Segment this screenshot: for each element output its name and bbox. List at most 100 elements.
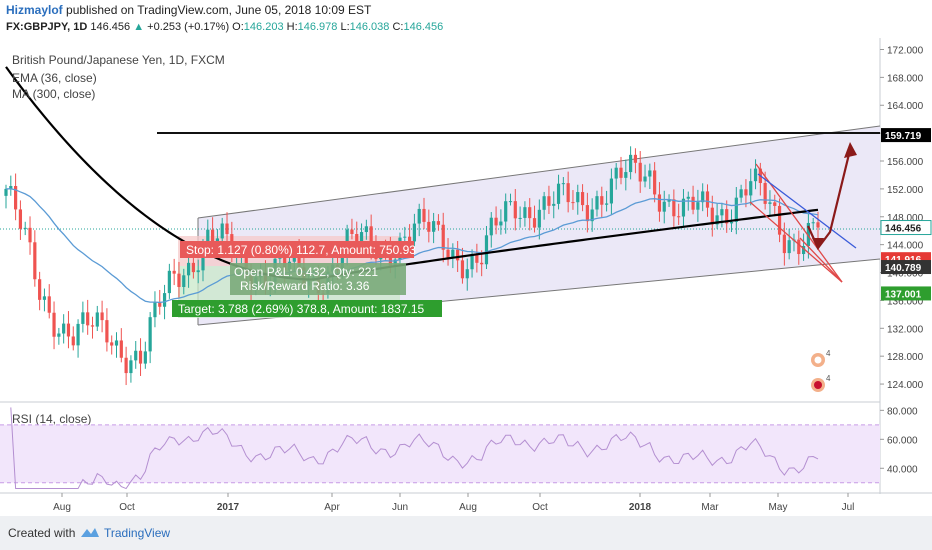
price-tick-label: 136.000 (887, 296, 924, 307)
candle-body (782, 234, 786, 254)
candle-body (528, 207, 532, 219)
candle-body (480, 262, 484, 265)
candle-body (412, 223, 417, 242)
up-arrow-head-icon (844, 142, 857, 158)
open-value: 146.203 (243, 21, 284, 33)
ma-line (5, 66, 819, 281)
candle-body (614, 167, 618, 179)
candle-body (90, 325, 95, 327)
ma-legend[interactable]: MA (300, close) (12, 87, 95, 101)
candle-body (211, 229, 215, 242)
candle-body (182, 275, 186, 287)
candle-body (624, 172, 628, 178)
chart-area[interactable]: Stop: 1.127 (0.80%) 112.7, Amount: 750.9… (0, 38, 932, 516)
uk-flag-icon[interactable]: 4 (811, 374, 831, 392)
candle-body (744, 189, 748, 196)
candle-body (432, 221, 436, 232)
time-tick-label: Aug (459, 502, 477, 513)
rsi-legend[interactable]: RSI (14, close) (12, 412, 91, 426)
candle-body (100, 312, 104, 321)
created-with-text: Created with (8, 526, 76, 540)
candle-body (62, 323, 66, 334)
candle-body (542, 196, 546, 210)
time-axis[interactable]: Aug Oct 2017 Apr Jun Aug Oct 2018 Mar May Jul (53, 493, 854, 513)
candle-body (513, 201, 517, 219)
pnl-label: Open P&L: 0.432, Qty: 221 (234, 265, 378, 279)
candle-body (134, 350, 138, 361)
candle-body (18, 209, 23, 229)
price-label-box (881, 128, 931, 143)
candle-body (787, 240, 791, 254)
rsi-line (10, 407, 819, 490)
wedge-blue-line[interactable] (757, 173, 857, 249)
tradingview-brand-link[interactable]: TradingView (104, 526, 171, 540)
candle-body (504, 201, 508, 222)
candle-body (33, 242, 37, 280)
candle-body (52, 312, 56, 337)
candle-body (686, 196, 690, 199)
candle-body (129, 360, 133, 374)
candle-body (705, 191, 710, 208)
time-tick-label: May (769, 502, 788, 513)
down-arrow-head-icon (812, 238, 824, 250)
economic-event-icon[interactable]: 4 (811, 349, 831, 367)
candle-body (590, 209, 594, 222)
candle-body (364, 226, 368, 233)
candle-body (677, 216, 681, 218)
projection-arrow[interactable] (806, 149, 852, 251)
candle-body (609, 178, 613, 204)
stop-label: Stop: 1.127 (0.80%) 112.7, Amount: 750.9… (186, 243, 416, 257)
price-label: 140.789 (885, 263, 922, 274)
tradingview-logo-icon[interactable] (80, 525, 100, 539)
candle-body (465, 269, 469, 279)
candle-body (110, 342, 114, 346)
target-label: Target: 3.788 (2.69%) 378.8, Amount: 183… (178, 302, 424, 316)
price-label: 159.719 (885, 131, 922, 142)
close-value: 146.456 (403, 21, 444, 33)
ohlc-bar: FX:GBPJPY, 1D 146.456 ▲ +0.253 (+0.17%) … (6, 21, 443, 33)
low-value: 146.038 (349, 21, 390, 33)
candle-body (81, 312, 85, 324)
candle-body (162, 293, 167, 307)
ema-legend[interactable]: EMA (36, close) (12, 71, 97, 85)
candlestick-series (4, 146, 820, 386)
change-value: +0.253 (+0.17%) (147, 21, 230, 33)
close-label: C: (392, 21, 404, 33)
candle-body (158, 302, 162, 307)
candle-body (633, 154, 638, 163)
wedge-red-mid-line[interactable] (749, 201, 843, 283)
candle-body (86, 312, 90, 326)
rsi-axis[interactable]: 80.000 60.000 40.000 (880, 406, 918, 475)
candle-body (806, 222, 810, 246)
last-price: 146.456 (90, 21, 131, 33)
candle-body (691, 196, 695, 210)
candle-body (355, 234, 359, 245)
candle-body (9, 186, 13, 189)
flag-count-label: 4 (826, 374, 831, 383)
candle-body (14, 186, 18, 210)
candle-body (470, 253, 474, 270)
candle-body (23, 227, 27, 229)
target-label-box (172, 300, 442, 317)
candle-body (696, 202, 700, 210)
candle-body (523, 207, 527, 218)
pnl-label-box (230, 263, 406, 295)
high-label: H: (286, 21, 298, 33)
rsi-tick-label: 80.000 (887, 406, 918, 417)
wedge-red-lower-line[interactable] (799, 237, 843, 283)
candle-body (95, 312, 99, 327)
candle-body (720, 209, 724, 216)
candle-body (537, 209, 541, 228)
candle-body (124, 357, 128, 374)
price-axis[interactable]: 172.000168.000164.000160.000156.000152.0… (880, 45, 924, 391)
candle-body (653, 170, 657, 195)
author-name[interactable]: Hizmaylof (6, 3, 63, 17)
price-label: 146.456 (885, 224, 922, 235)
candle-body (278, 257, 282, 259)
channel-top-line[interactable] (197, 125, 881, 219)
candle-body (768, 202, 772, 204)
candle-body (816, 222, 820, 228)
candle-body (763, 183, 767, 204)
candle-body (580, 192, 585, 206)
price-tick-label: 128.000 (887, 352, 924, 363)
